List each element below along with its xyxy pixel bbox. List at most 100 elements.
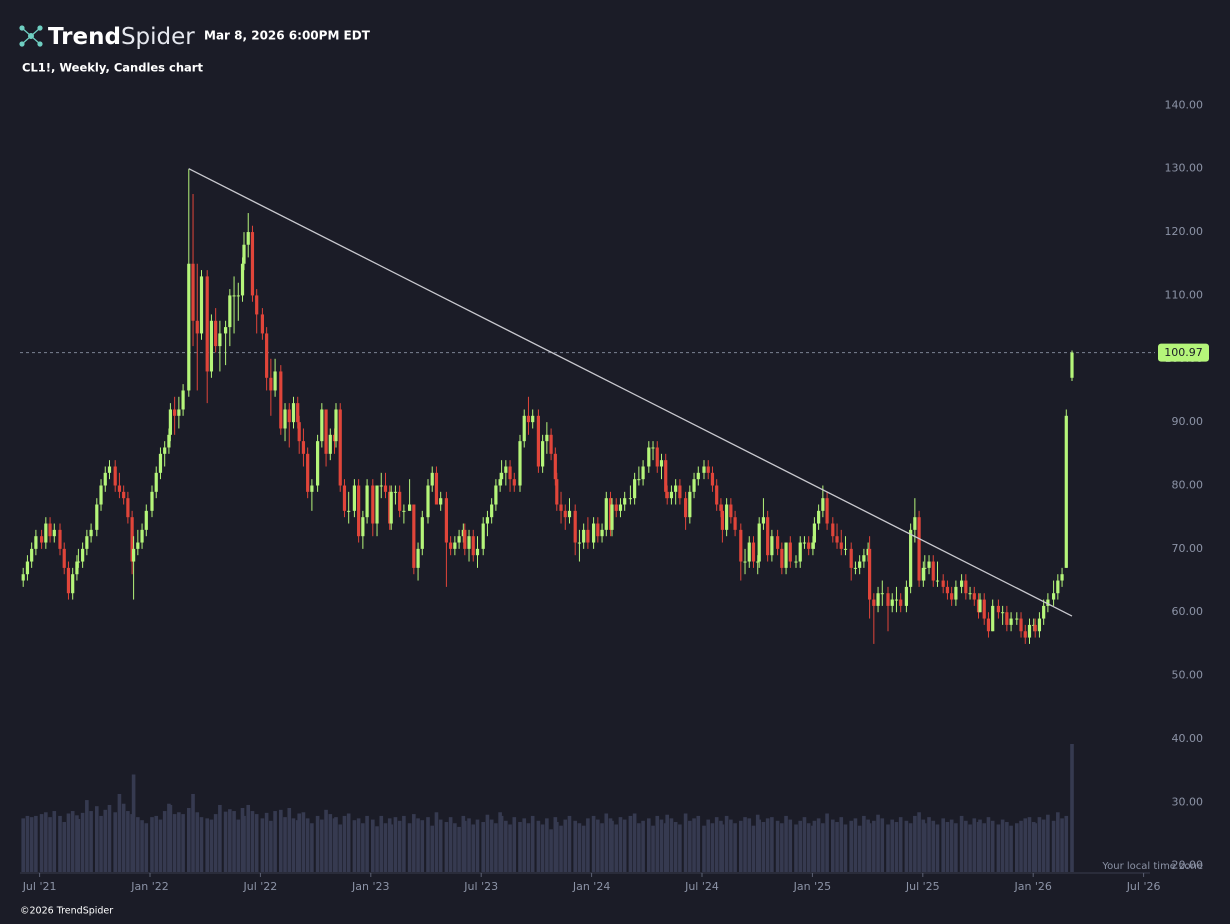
- volume-bar: [849, 820, 853, 872]
- candle-body: [95, 504, 99, 530]
- volume-bar: [260, 818, 265, 872]
- volume-bar: [1064, 815, 1069, 872]
- volume-bar: [494, 823, 498, 872]
- volume-bar: [181, 814, 185, 872]
- candle-body: [126, 498, 130, 518]
- volume-bar: [886, 824, 890, 872]
- candle-body: [647, 447, 651, 467]
- y-tick-label: 60.00: [1172, 605, 1204, 618]
- volume-bar: [205, 818, 209, 872]
- candle-body: [402, 510, 406, 512]
- y-tick-label: 130.00: [1165, 162, 1204, 175]
- volume-bar: [751, 825, 756, 872]
- candle-body: [498, 479, 502, 486]
- volume-bar: [66, 813, 71, 872]
- candle-body: [191, 263, 195, 321]
- candle-body: [960, 580, 964, 587]
- candle-body: [839, 542, 843, 549]
- candle-body: [541, 441, 545, 467]
- last-price-tag: [1158, 343, 1209, 362]
- timestamp: Mar 8, 2026 6:00PM EDT: [204, 29, 371, 43]
- volume-bar: [1037, 817, 1042, 872]
- volume-bar: [540, 824, 545, 872]
- volume-bar: [232, 811, 236, 872]
- volume-bar: [618, 817, 623, 872]
- candle-body: [338, 409, 342, 486]
- volume-bar: [941, 818, 945, 872]
- volume-bar: [209, 819, 214, 872]
- candle-body: [130, 517, 134, 562]
- candle-body: [563, 510, 567, 518]
- volume-bar: [25, 815, 30, 872]
- candle-body: [862, 555, 866, 562]
- volume-bar: [586, 818, 590, 872]
- volume-bar: [614, 824, 619, 872]
- volume-bar: [898, 817, 903, 872]
- candle-body: [504, 466, 508, 473]
- volume-bar: [250, 811, 255, 872]
- volume-bar: [121, 803, 126, 872]
- candle-body: [1033, 624, 1037, 632]
- candle-body: [320, 409, 324, 442]
- volume-bar: [457, 826, 461, 872]
- y-tick-label: 50.00: [1172, 669, 1204, 682]
- volume-bar: [58, 815, 62, 872]
- candle-body: [173, 409, 177, 416]
- candle-body: [52, 529, 56, 537]
- candle-body: [725, 504, 729, 530]
- volume-bar: [85, 800, 89, 872]
- candle-body: [641, 466, 645, 480]
- candle-body: [553, 453, 557, 480]
- candle-body: [398, 491, 402, 511]
- volume-bar: [581, 825, 586, 872]
- volume-bar: [990, 820, 995, 872]
- candle-body: [996, 605, 1000, 613]
- candle-body: [218, 333, 222, 347]
- volume-bar: [34, 815, 38, 872]
- candle-body: [798, 542, 802, 562]
- volume-bar: [269, 820, 273, 872]
- volume-bar: [1041, 819, 1046, 872]
- candle-body: [361, 517, 365, 537]
- candle-body: [923, 567, 927, 569]
- candle-body: [181, 390, 185, 410]
- candle-body: [536, 415, 540, 467]
- candle-body: [628, 498, 632, 500]
- volume-bar: [397, 820, 402, 872]
- volume-bar: [853, 818, 858, 872]
- candle-body: [434, 472, 439, 505]
- candle-body: [242, 244, 246, 264]
- candle-body: [158, 453, 163, 473]
- candle-body: [802, 542, 807, 544]
- volume-bar: [89, 811, 93, 872]
- last-price-label: 100.97: [1164, 346, 1203, 359]
- candle-body: [167, 434, 171, 448]
- volume-bar: [324, 809, 328, 872]
- volume-bar: [913, 815, 917, 872]
- volume-bar: [254, 814, 259, 872]
- volume-bar: [622, 819, 627, 872]
- volume-bar: [802, 817, 807, 872]
- brand-light: Spider: [121, 24, 195, 50]
- candle-body: [279, 371, 283, 429]
- candle-body: [1037, 618, 1042, 632]
- volume-bar: [982, 823, 987, 872]
- candle-body: [522, 415, 526, 442]
- candle-body: [240, 263, 245, 296]
- volume-bar: [573, 820, 577, 872]
- candle-body: [250, 232, 255, 296]
- volume-bar: [812, 820, 817, 872]
- x-tick-label: Jul '23: [463, 880, 498, 893]
- candle-body: [788, 542, 792, 562]
- volume-bar: [21, 818, 25, 872]
- volume-bar: [393, 817, 398, 872]
- candle-body: [393, 491, 398, 493]
- candle-body: [751, 542, 756, 562]
- brand-bold: Trend: [48, 24, 121, 50]
- volume-bar: [1023, 818, 1028, 872]
- volume-bar: [463, 820, 467, 872]
- volume-bar: [383, 823, 388, 872]
- candle-body: [490, 504, 494, 518]
- x-tick-label: Jul '25: [905, 880, 940, 893]
